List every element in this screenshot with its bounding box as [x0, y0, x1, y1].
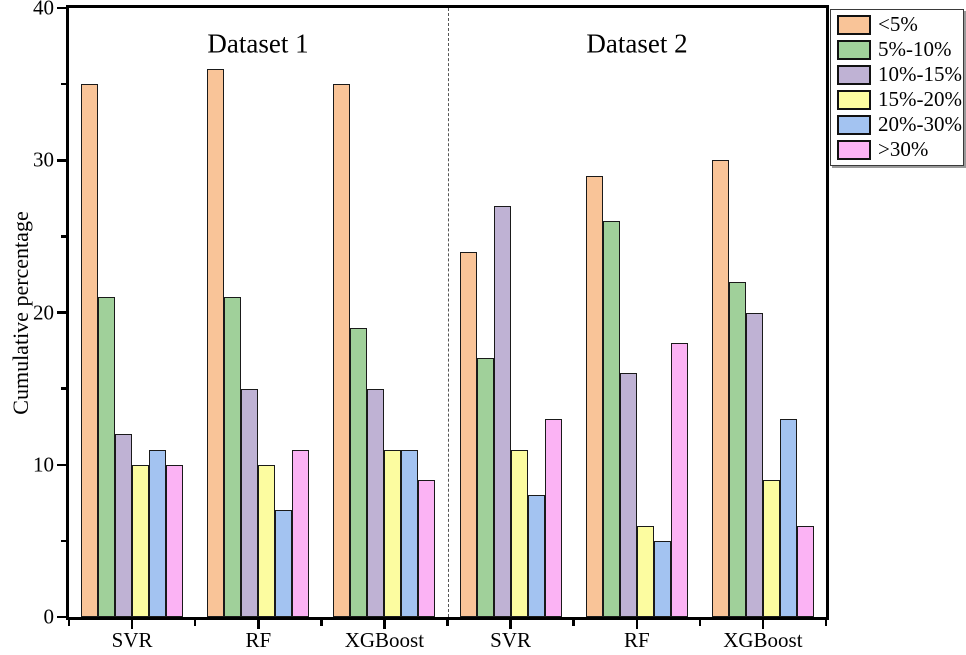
bar->30%-Dataset 1-RF: [292, 449, 310, 617]
y-minor-tick: [61, 235, 66, 238]
legend-swatch-20%-30%: [837, 114, 871, 135]
x-minor-tick: [572, 620, 575, 626]
x-minor-tick: [446, 620, 449, 626]
panel-divider: [447, 8, 449, 617]
legend-item: <5%: [831, 12, 963, 37]
bar-10%-15%-Dataset 2-XGBoost: [745, 312, 763, 617]
bar-15%-20%-Dataset 2-XGBoost: [762, 480, 780, 617]
legend-label: >30%: [878, 137, 929, 161]
x-major-tick: [509, 620, 512, 629]
x-major-tick: [635, 620, 638, 629]
legend-item: 10%-15%: [831, 62, 963, 87]
plot-area: Dataset 1 Dataset 2: [66, 5, 829, 620]
x-major-tick: [257, 620, 260, 629]
y-tick-label: 40: [33, 0, 54, 20]
legend-swatch-10%-15%: [837, 64, 871, 85]
x-major-tick: [130, 620, 134, 629]
bar-20%-30%-Dataset 2-RF: [653, 540, 671, 617]
bar-15%-20%-Dataset 1-RF: [258, 464, 276, 618]
bar-<5%-Dataset 2-SVR: [459, 251, 477, 617]
bar-<5%-Dataset 2-RF: [585, 175, 603, 617]
bar-15%-20%-Dataset 2-SVR: [510, 449, 528, 617]
bar-15%-20%-Dataset 2-RF: [636, 525, 654, 617]
panel-title-dataset-2: Dataset 2: [586, 28, 688, 59]
y-minor-tick: [61, 387, 66, 390]
bar-20%-30%-Dataset 2-SVR: [527, 495, 545, 617]
bar-20%-30%-Dataset 1-RF: [275, 510, 293, 617]
x-major-tick: [383, 620, 386, 629]
legend-label: <5%: [878, 12, 918, 36]
bar-10%-15%-Dataset 1-XGBoost: [367, 388, 385, 617]
legend-item: 15%-20%: [831, 87, 963, 112]
y-major-tick: [57, 615, 66, 619]
bar-<5%-Dataset 1-XGBoost: [333, 84, 351, 617]
bar-5%-10%-Dataset 2-XGBoost: [728, 282, 746, 617]
y-major-tick: [57, 311, 66, 314]
bar-5%-10%-Dataset 1-SVR: [98, 297, 116, 617]
bar->30%-Dataset 1-SVR: [166, 464, 184, 618]
y-minor-tick: [61, 539, 66, 543]
y-major-tick: [57, 159, 66, 162]
x-category-label: RF: [245, 628, 272, 652]
x-category-label: RF: [623, 628, 650, 652]
x-category-label: SVR: [490, 628, 532, 652]
y-tick-label: 0: [43, 604, 55, 629]
bar-5%-10%-Dataset 1-XGBoost: [350, 327, 368, 617]
bar-20%-30%-Dataset 1-XGBoost: [401, 449, 419, 617]
legend-item: 5%-10%: [831, 37, 963, 62]
x-category-label: XGBoost: [723, 628, 803, 652]
bar-<5%-Dataset 2-XGBoost: [711, 160, 729, 618]
bar->30%-Dataset 1-XGBoost: [418, 480, 436, 617]
legend-label: 5%-10%: [878, 37, 952, 61]
y-major-tick: [57, 463, 66, 466]
bar->30%-Dataset 2-SVR: [544, 419, 562, 617]
legend-swatch-<5%: [837, 14, 871, 35]
x-minor-tick: [824, 620, 828, 626]
bar-5%-10%-Dataset 1-RF: [224, 297, 242, 617]
x-major-tick: [761, 620, 765, 629]
bar-10%-15%-Dataset 2-RF: [619, 373, 637, 617]
bar-10%-15%-Dataset 2-SVR: [493, 205, 511, 617]
bar-5%-10%-Dataset 2-SVR: [476, 358, 494, 617]
x-minor-tick: [193, 620, 197, 626]
legend-label: 20%-30%: [878, 112, 962, 136]
legend: <5% 5%-10% 10%-15% 15%-20% 20%-30% >30%: [830, 9, 964, 166]
panel-title-dataset-1: Dataset 1: [207, 28, 309, 59]
bar-10%-15%-Dataset 1-SVR: [115, 434, 133, 617]
x-minor-tick: [67, 620, 71, 626]
x-category-label: XGBoost: [344, 628, 425, 652]
bar-20%-30%-Dataset 2-XGBoost: [779, 419, 797, 617]
y-tick-label: 20: [33, 300, 54, 324]
legend-item: 20%-30%: [831, 112, 963, 137]
legend-item: >30%: [831, 137, 963, 162]
bar->30%-Dataset 2-RF: [670, 342, 688, 617]
x-minor-tick: [698, 620, 702, 626]
bar-5%-10%-Dataset 2-RF: [602, 221, 620, 617]
y-major-tick: [57, 6, 66, 10]
x-minor-tick: [320, 620, 323, 626]
x-category-label: SVR: [111, 628, 153, 652]
y-tick-label: 10: [33, 452, 54, 477]
bar-20%-30%-Dataset 1-SVR: [149, 449, 167, 617]
legend-swatch-5%-10%: [837, 39, 871, 60]
y-minor-tick: [61, 82, 66, 86]
bar->30%-Dataset 2-XGBoost: [796, 525, 814, 617]
y-tick-label: 30: [33, 147, 54, 172]
legend-swatch->30%: [837, 139, 871, 160]
bar-15%-20%-Dataset 1-XGBoost: [384, 449, 402, 617]
bar-<5%-Dataset 1-RF: [207, 68, 225, 617]
bar-10%-15%-Dataset 1-RF: [241, 388, 259, 617]
bar-<5%-Dataset 1-SVR: [81, 84, 99, 617]
legend-label: 15%-20%: [878, 87, 962, 111]
bar-15%-20%-Dataset 1-SVR: [132, 464, 150, 618]
legend-swatch-15%-20%: [837, 89, 871, 110]
legend-label: 10%-15%: [878, 62, 962, 86]
